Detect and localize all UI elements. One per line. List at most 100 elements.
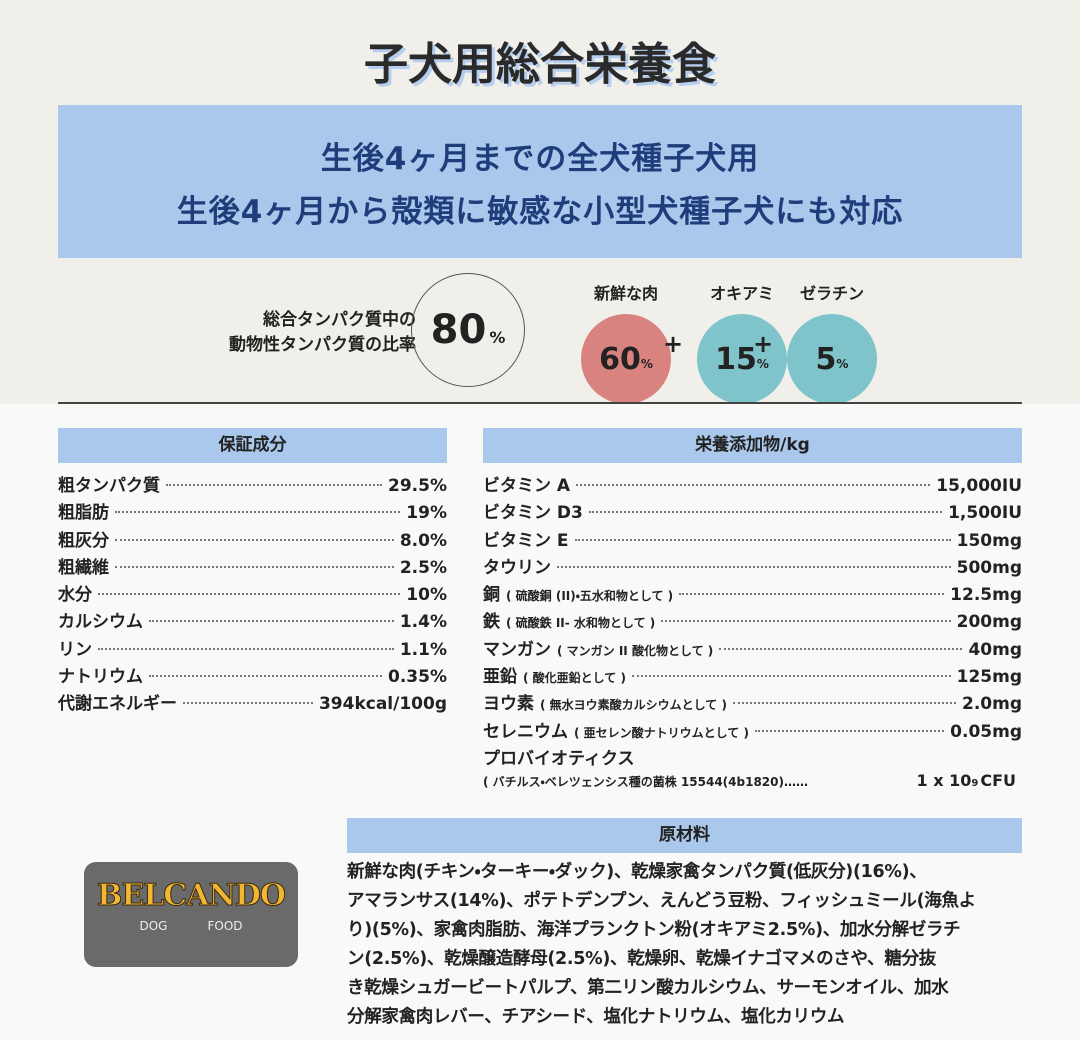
row-name: 水分 [58,585,92,606]
composition-value: 60 [599,341,641,377]
ingredients-text: 新鮮な肉(チキン・ターキー・ダック)、乾燥家禽タンパク質(低灰分)(16%)、ア… [347,858,1022,1032]
table-row: ビタミン E 150mg [483,526,1022,553]
ratio-label: 総合タンパク質中の 動物性タンパク質の比率 [229,308,416,358]
composition-label: オキアミ [710,284,774,303]
table-row: ヨウ素 ( 無水ヨウ素酸カルシウムとして ) 2.0mg [483,689,1022,716]
row-note: ( 硫酸銅 (II)・五水和物として ) [506,589,674,604]
table-row: 粗繊維 2.5% [58,553,447,580]
composition-item: オキアミ 15% [687,280,797,404]
ingredients-line: 新鮮な肉(チキン・ターキー・ダック)、乾燥家禽タンパク質(低灰分)(16%)、 [347,862,927,882]
table-row: 粗タンパク質 29.5% [58,471,447,498]
row-name: 粗繊維 [58,557,109,578]
row-name: ナトリウム [58,667,143,688]
guaranteed-table: 保証成分 粗タンパク質 29.5% 粗脂肪 19% 粗灰分 8.0% 粗繊維 2.5% 水分 10… [58,428,447,717]
logo-brand: BELCANDO [96,878,286,914]
ratio-ring: 80% [411,273,525,387]
probiotic-row: ( バチルス・ベレツェンシス種の菌株 15544(4b1820)…… 1 x 1… [483,771,1022,798]
leader [115,511,401,514]
row-value: 29.5% [388,476,447,496]
row-name: ビタミン A [483,476,571,496]
probiotic-name: プロバイオティクス [483,748,635,769]
composition-value: 15 [715,341,757,377]
banner: 生後4ヶ月までの全犬種子犬用 生後4ヶ月から殻類に敏感な小型犬種子犬にも対応 [58,105,1022,258]
ratio-value: 80 [430,307,487,353]
row-note: ( 亜セレン酸ナトリウムとして ) [574,725,749,740]
row-note: ( 硫酸鉄 II- 水和物として ) [506,616,656,631]
row-value: 0.35% [388,667,447,688]
table-row: 粗灰分 8.0% [58,526,447,553]
row-value: 1.1% [399,639,447,660]
table-row: マンガン ( マンガン II 酸化物として ) 40mg [483,635,1022,662]
row-value: 1,500IU [948,503,1022,524]
table-row: 粗脂肪 19% [58,498,447,525]
row-name: 代謝エネルギー [58,694,177,715]
row-name: 亜鉛 [483,667,517,688]
composition-circle: 5% [787,314,877,404]
leader [166,484,383,486]
composition-item: 新鮮な肉 60% [571,280,681,404]
table-row: 鉄 ( 硫酸鉄 II- 水和物として ) 200mg [483,607,1022,634]
divider [58,402,1022,404]
probiotic-exp: 9 [971,777,979,789]
table-row: タウリン 500mg [483,553,1022,580]
table-row: 代謝エネルギー 394kcal/100g [58,689,447,716]
ingredients: 原材料 新鮮な肉(チキン・ターキー・ダック)、乾燥家禽タンパク質(低灰分)(16… [347,818,1022,1032]
row-value: 8.0% [399,530,447,551]
leader [631,675,951,678]
probiotic-unit: CFU [980,770,1016,790]
ingredients-line: き乾燥シュガービートパルプ、第二リン酸カルシウム、サーモンオイル、加水 [347,978,949,998]
row-name: 鉄 [483,612,500,633]
composition-unit: % [756,357,769,371]
additives-table: 栄養添加物/kg ビタミン A 15,000IU ビタミン D3 1,500IU ビタミ… [483,428,1022,798]
leader [98,647,394,650]
leader [679,593,945,596]
table-header: 栄養添加物/kg [483,428,1022,463]
leader [732,702,956,705]
row-name: ビタミン D3 [483,503,583,524]
ratio-label-line: 総合タンパク質中の [263,310,416,330]
composition-circle: 60% [581,314,671,404]
row-value: 19% [406,503,447,524]
table-row: リン 1.1% [58,635,447,662]
row-note: ( 酸化亜鉛として ) [523,671,626,686]
row-note: ( マンガン II 酸化物として ) [557,643,714,658]
row-name: カルシウム [58,612,143,633]
logo: BELCANDO DOG FOOD [84,862,298,967]
table-row: 銅 ( 硫酸銅 (II)・五水和物として ) 12.5mg [483,580,1022,607]
row-value: 0.05mg [950,721,1022,742]
row-value: 2.5% [399,557,447,578]
row-name: 粗タンパク質 [58,476,160,496]
probiotic-base: 1 x 10 [916,770,972,790]
row-name: 粗灰分 [58,530,109,551]
probiotic-note: ( バチルス・ベレツェンシス種の菌株 15544(4b1820)…… [483,774,808,789]
row-value: 394kcal/100g [318,694,447,715]
composition-item: ゼラチン 5% [777,280,887,404]
ingredients-line: アマランサス(14%)、ポテトデンプン、えんどう豆粉、フィッシュミール(海魚よ [347,891,976,911]
table-row: ビタミン A 15,000IU [483,471,1022,498]
leader [661,620,951,623]
leader [588,511,943,514]
composition-circle: 15% [697,314,787,404]
leader [574,538,951,541]
row-value: 1.4% [399,612,447,633]
composition-unit: % [836,357,849,371]
table-row: 亜鉛 ( 酸化亜鉛として ) 125mg [483,662,1022,689]
table-header: 保証成分 [58,428,447,463]
row-value: 125mg [956,667,1022,688]
row-name: ヨウ素 [483,694,534,715]
table-row: ビタミン D3 1,500IU [483,498,1022,525]
ingredients-line: り)(5%)、家禽肉脂肪、海洋プランクトン粉(オキアミ2.5%)、加水分解ゼラチ [347,920,961,940]
table-row: ナトリウム 0.35% [58,662,447,689]
banner-line: 生後4ヶ月までの全犬種子犬用 [320,140,760,177]
row-name: マンガン [483,639,551,660]
composition-unit: % [640,357,653,371]
table-row: セレニウム ( 亜セレン酸ナトリウムとして ) 0.05mg [483,717,1022,744]
row-name: 粗脂肪 [58,503,109,524]
row-value: 2.0mg [962,694,1022,715]
row-name: 銅 [483,585,500,606]
row-value: 15,000IU [936,476,1022,496]
logo-text: DOG [139,919,168,933]
leader [115,538,394,541]
rows: 粗タンパク質 29.5% 粗脂肪 19% 粗灰分 8.0% 粗繊維 2.5% 水分 10% カルシウ… [58,471,447,717]
